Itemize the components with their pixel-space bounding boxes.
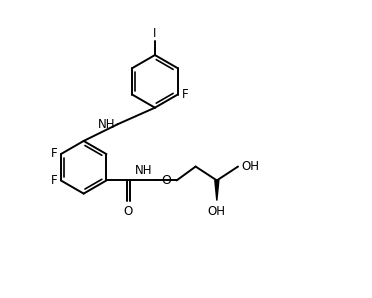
Text: F: F bbox=[51, 174, 58, 187]
Text: OH: OH bbox=[242, 160, 260, 173]
Text: O: O bbox=[124, 205, 133, 218]
Text: I: I bbox=[153, 27, 157, 40]
Text: F: F bbox=[182, 88, 188, 101]
Text: F: F bbox=[51, 147, 58, 159]
Text: NH: NH bbox=[97, 118, 115, 131]
Text: OH: OH bbox=[208, 205, 226, 218]
Polygon shape bbox=[215, 180, 219, 201]
Text: NH: NH bbox=[135, 164, 152, 177]
Text: O: O bbox=[162, 174, 171, 187]
